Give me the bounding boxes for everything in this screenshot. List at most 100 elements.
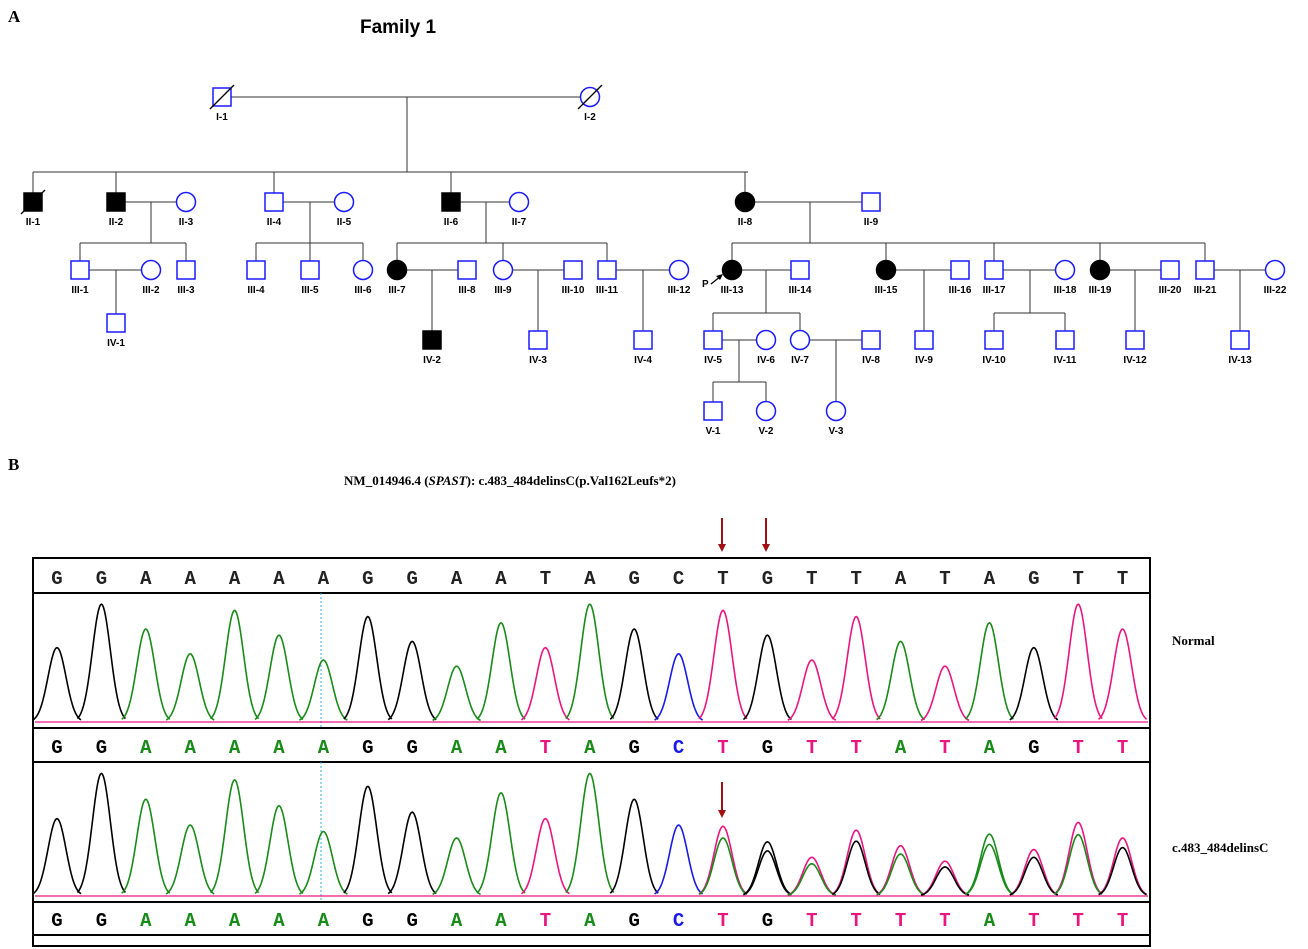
called-base: T xyxy=(806,737,817,759)
female-symbol xyxy=(177,193,196,212)
male-symbol xyxy=(1231,331,1249,349)
male-symbol xyxy=(985,331,1003,349)
caption-part: ): c.483_484delinsC(p.Val162Leufs*2) xyxy=(467,473,676,488)
male-symbol xyxy=(107,193,125,211)
pedigree-title: Family 1 xyxy=(360,17,436,38)
reference-base: A xyxy=(451,568,463,590)
track-label: c.483_484delinsC xyxy=(1172,840,1268,855)
individual-label: V-1 xyxy=(705,426,720,437)
called-base: A xyxy=(584,737,596,759)
female-symbol xyxy=(736,193,755,212)
called-base: T xyxy=(850,737,861,759)
individual-label: V-2 xyxy=(758,426,773,437)
individual-label: III-22 xyxy=(1264,285,1287,296)
female-symbol xyxy=(494,261,513,280)
individual-label: IV-5 xyxy=(704,355,722,366)
figure: A Family 1 B NM_014946.4 (SPAST): c.483_… xyxy=(0,0,1308,949)
male-symbol xyxy=(1056,331,1074,349)
individual-label: IV-1 xyxy=(107,338,125,349)
called-base: G xyxy=(51,737,62,759)
reference-base: T xyxy=(540,568,551,590)
called-base: A xyxy=(184,910,196,932)
panel-label: B xyxy=(8,455,19,474)
called-base: A xyxy=(495,737,507,759)
called-base: G xyxy=(762,737,773,759)
called-base: A xyxy=(451,737,463,759)
called-base: A xyxy=(495,910,507,932)
individual-label: IV-11 xyxy=(1054,355,1077,366)
reference-base: T xyxy=(717,568,728,590)
individual-label: IV-10 xyxy=(982,355,1006,366)
individual-label: III-2 xyxy=(142,285,160,296)
reference-base: T xyxy=(939,568,950,590)
individual-label: IV-12 xyxy=(1123,355,1147,366)
called-base: A xyxy=(318,737,330,759)
individual-label: II-6 xyxy=(444,217,459,228)
male-symbol xyxy=(301,261,319,279)
male-symbol xyxy=(529,331,547,349)
called-base: G xyxy=(406,737,417,759)
reference-base: T xyxy=(1117,568,1128,590)
called-base: A xyxy=(451,910,463,932)
called-base: T xyxy=(806,910,817,932)
female-symbol xyxy=(723,261,742,280)
male-symbol xyxy=(704,402,722,420)
called-base: T xyxy=(1072,737,1083,759)
individual-label: III-9 xyxy=(494,285,512,296)
reference-base: G xyxy=(406,568,417,590)
female-symbol xyxy=(142,261,161,280)
male-symbol xyxy=(564,261,582,279)
individual-label: III-14 xyxy=(789,285,812,296)
reference-base: A xyxy=(318,568,330,590)
individual-label: III-15 xyxy=(875,285,898,296)
individual-label: II-2 xyxy=(109,217,124,228)
caption-gene: SPAST xyxy=(429,473,468,488)
male-symbol xyxy=(1196,261,1214,279)
individual-label: IV-7 xyxy=(791,355,809,366)
mutation-arrowhead xyxy=(718,544,726,552)
called-base: A xyxy=(229,737,241,759)
individual-label: III-11 xyxy=(596,285,619,296)
called-base: G xyxy=(96,737,107,759)
individual-label: III-1 xyxy=(71,285,89,296)
female-symbol xyxy=(1091,261,1110,280)
called-base: G xyxy=(406,910,417,932)
reference-base: G xyxy=(51,568,62,590)
female-symbol xyxy=(354,261,373,280)
reference-base: G xyxy=(628,568,639,590)
male-symbol xyxy=(634,331,652,349)
called-base: A xyxy=(140,737,152,759)
individual-label: III-7 xyxy=(388,285,406,296)
individual-label: II-8 xyxy=(738,217,753,228)
reference-base: A xyxy=(895,568,907,590)
male-symbol xyxy=(862,193,880,211)
individual-label: II-1 xyxy=(26,217,41,228)
male-symbol xyxy=(107,314,125,332)
caption-part: NM_014946.4 ( xyxy=(344,473,429,488)
called-base: A xyxy=(229,910,241,932)
individual-label: III-16 xyxy=(949,285,972,296)
reference-base: T xyxy=(850,568,861,590)
individual-label: IV-13 xyxy=(1228,355,1252,366)
female-symbol xyxy=(1056,261,1075,280)
female-symbol xyxy=(877,261,896,280)
male-symbol xyxy=(442,193,460,211)
called-base: A xyxy=(984,737,996,759)
individual-label: II-5 xyxy=(337,217,352,228)
individual-label: II-9 xyxy=(864,217,879,228)
panel-label: A xyxy=(8,7,21,26)
called-base: T xyxy=(1028,910,1039,932)
individual-label: III-21 xyxy=(1194,285,1217,296)
called-base: G xyxy=(96,910,107,932)
female-symbol xyxy=(827,402,846,421)
called-base: G xyxy=(1028,737,1039,759)
called-base: A xyxy=(140,910,152,932)
male-symbol xyxy=(862,331,880,349)
called-base: T xyxy=(939,737,950,759)
reference-base: T xyxy=(806,568,817,590)
male-symbol xyxy=(247,261,265,279)
individual-label: III-20 xyxy=(1159,285,1182,296)
individual-label: III-12 xyxy=(668,285,691,296)
individual-label: III-18 xyxy=(1054,285,1077,296)
reference-base: A xyxy=(184,568,196,590)
